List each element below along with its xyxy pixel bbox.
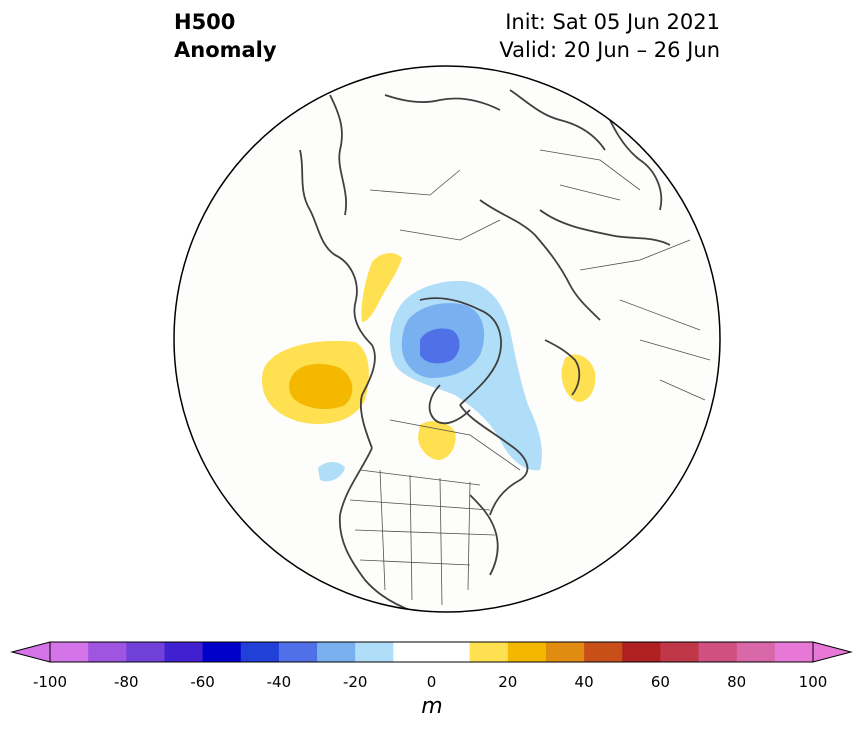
title-line-2: Anomaly	[174, 38, 277, 62]
map-title: H500 Anomaly	[174, 8, 277, 64]
colorbar-segment	[584, 642, 623, 662]
colorbar-segment	[393, 642, 432, 662]
colorbar-segment	[50, 642, 89, 662]
colorbar-segment	[545, 642, 585, 662]
colorbar-frame	[49, 641, 814, 663]
colorbar-tick-label: -40	[266, 673, 292, 691]
colorbar-segment	[431, 642, 471, 662]
title-line-1: H500	[174, 10, 236, 34]
colorbar-tick-label: 100	[798, 673, 828, 691]
colorbar-segment	[774, 642, 814, 662]
colorbar-tick-label: -20	[342, 673, 368, 691]
colorbar-tick-label: 80	[727, 673, 747, 691]
coastlines	[299, 89, 671, 612]
negative-anomaly-small	[318, 462, 345, 482]
colorbar-segment	[622, 642, 661, 662]
colorbar-segment	[469, 642, 509, 662]
colorbar-segment	[507, 642, 547, 662]
colorbar-tick-label: -60	[190, 673, 215, 691]
negative-anomaly-core	[420, 328, 460, 364]
positive-anomaly-arctic-strip	[361, 253, 402, 322]
colorbar-segment	[88, 642, 127, 662]
colorbar-segments	[50, 642, 814, 662]
colorbar-segment	[660, 642, 700, 662]
init-time-label: Init: Sat 05 Jun 2021	[505, 10, 720, 34]
globe-outline	[173, 65, 721, 613]
colorbar	[10, 641, 853, 663]
map-subtitle: Init: Sat 05 Jun 2021 Valid: 20 Jun – 26…	[499, 8, 720, 64]
colorbar-tick-label: -100	[32, 673, 68, 691]
colorbar-segment	[317, 642, 356, 662]
colorbar-extend-high	[812, 641, 853, 663]
colorbar-segment	[240, 642, 280, 662]
colorbar-units: m	[421, 694, 443, 719]
anomaly-contours	[262, 253, 596, 482]
polar-map	[173, 65, 721, 613]
colorbar-segment	[278, 642, 318, 662]
colorbar-segment	[164, 642, 204, 662]
colorbar-segment	[355, 642, 394, 662]
political-borders	[349, 149, 711, 606]
colorbar-segment	[126, 642, 165, 662]
colorbar-tick-label: 0	[426, 673, 437, 691]
colorbar-segment	[202, 642, 242, 662]
colorbar-tick-label: 20	[498, 673, 518, 691]
colorbar-tick-label: 40	[574, 673, 594, 691]
colorbar-tick-label: -80	[114, 673, 139, 691]
colorbar-segment	[698, 642, 738, 662]
valid-period-label: Valid: 20 Jun – 26 Jun	[499, 38, 720, 62]
colorbar-extend-low	[10, 641, 51, 663]
positive-anomaly-pacific-core	[289, 363, 353, 410]
colorbar-tick-label: 60	[650, 673, 670, 691]
colorbar-segment	[736, 642, 776, 662]
